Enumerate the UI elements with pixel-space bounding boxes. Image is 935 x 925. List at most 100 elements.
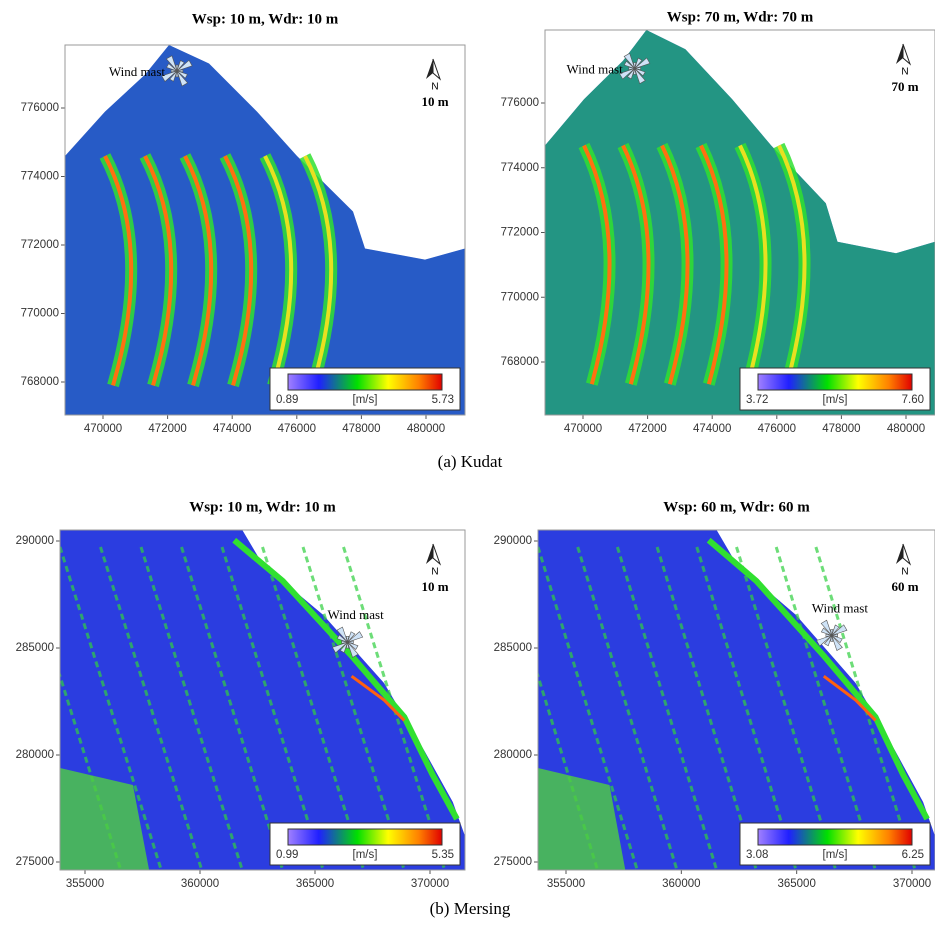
north-label: N [431, 82, 438, 93]
north-label: N [901, 67, 908, 78]
ridge [695, 546, 798, 870]
height-label: 10 m [421, 94, 448, 109]
wind-rose-petal [176, 60, 185, 72]
panel-title: Wsp: 70 m, Wdr: 70 m [667, 9, 814, 25]
y-tick-label: 275000 [494, 856, 532, 868]
north-arrow [896, 544, 903, 564]
y-tick-label: 772000 [501, 227, 539, 239]
x-tick-label: 476000 [278, 423, 316, 435]
x-tick-label: 370000 [893, 878, 931, 890]
ridge [655, 546, 758, 870]
colorbar-unit: [m/s] [353, 394, 378, 406]
wind-mast-label: Wind mast [812, 600, 869, 615]
ridge [301, 546, 406, 870]
ridge-core [621, 144, 651, 385]
wind-rose-petal [825, 633, 832, 637]
y-tick-label: 770000 [21, 308, 59, 320]
wind-rose-petal [339, 642, 348, 654]
ridge [99, 546, 204, 870]
y-tick-label: 774000 [21, 171, 59, 183]
wind-rose-petal [824, 635, 833, 647]
colorbar-unit: [m/s] [823, 394, 848, 406]
wind-rose-petal [816, 635, 832, 647]
x-tick-label: 472000 [628, 423, 666, 435]
colorbar-max: 5.35 [432, 849, 454, 861]
y-tick-label: 290000 [494, 535, 532, 547]
map-panel: Wsp: 70 m, Wdr: 70 m 470000 472000 474000 47… [501, 9, 935, 435]
ridge [60, 546, 163, 870]
wind-rose-petal [628, 66, 635, 71]
north-label: N [431, 567, 438, 578]
x-tick-label: 355000 [66, 878, 104, 890]
x-tick-label: 470000 [84, 423, 122, 435]
colorbar-max: 5.73 [432, 394, 454, 406]
map-panel: Wsp: 60 m, Wdr: 60 m 355000 360000 365000 37… [494, 499, 935, 890]
y-tick-label: 768000 [21, 376, 59, 388]
colorbar-min: 0.89 [276, 394, 298, 406]
wind-mast-label: Wind mast [109, 64, 166, 79]
x-tick-label: 480000 [887, 423, 925, 435]
ridge-core [699, 144, 729, 385]
ridge [342, 546, 447, 870]
panel-title: Wsp: 60 m, Wdr: 60 m [663, 499, 810, 515]
height-label: 70 m [891, 79, 918, 94]
y-tick-label: 285000 [16, 642, 54, 654]
y-tick-label: 776000 [21, 102, 59, 114]
wind-rose-petal [831, 624, 848, 636]
green-area [538, 768, 626, 870]
ridge [735, 546, 838, 870]
y-tick-label: 776000 [501, 97, 539, 109]
x-tick-label: 470000 [564, 423, 602, 435]
height-label: 10 m [421, 579, 448, 594]
wind-rose-petal [623, 52, 635, 69]
wind-rose-petal [175, 64, 179, 71]
x-tick-label: 480000 [407, 423, 445, 435]
wind-rose-petal [634, 57, 651, 69]
wind-rose-petal [634, 68, 646, 85]
wind-rose-petal [634, 68, 646, 77]
y-tick-label: 285000 [494, 642, 532, 654]
colorbar-unit: [m/s] [823, 849, 848, 861]
wind-rose-petal [831, 635, 843, 652]
wind-rose-petal [820, 619, 833, 636]
wind-rose-petal [166, 63, 178, 72]
ridge-core [143, 155, 174, 386]
ridge-core [582, 144, 612, 385]
y-tick-label: 280000 [494, 749, 532, 761]
caption: (a) Kudat [438, 452, 503, 471]
north-arrow [426, 544, 433, 564]
north-label: N [901, 567, 908, 578]
wind-rose-petal [831, 635, 843, 644]
ridge-core [263, 155, 294, 386]
x-tick-label: 478000 [822, 423, 860, 435]
wind-rose-petal [176, 59, 193, 72]
map-frame [537, 529, 935, 871]
y-tick-label: 772000 [21, 239, 59, 251]
x-tick-label: 355000 [547, 878, 585, 890]
north-arrow [896, 44, 903, 64]
wind-rose-petal [633, 68, 637, 75]
wind-rose-petal [623, 60, 635, 69]
north-arrow [432, 543, 442, 566]
map-panel: Wsp: 10 m, Wdr: 10 m 470000 472000 474000 47… [21, 11, 466, 435]
map-image [65, 45, 465, 415]
wind-rose-petal [633, 62, 637, 69]
wind-rose-petal [347, 641, 359, 650]
coast-ridge [706, 537, 930, 821]
map-image [545, 30, 935, 415]
wind-rose-petal [331, 641, 348, 654]
x-tick-label: 474000 [213, 423, 251, 435]
colorbar-unit: [m/s] [353, 849, 378, 861]
colorbar-max: 7.60 [902, 394, 924, 406]
y-tick-label: 275000 [16, 856, 54, 868]
ridge [814, 546, 917, 870]
ridge-core [183, 155, 214, 386]
ridge [220, 546, 325, 870]
wind-rose-petal [345, 642, 350, 649]
x-tick-label: 476000 [758, 423, 796, 435]
hot-ridge [350, 674, 406, 722]
y-tick-label: 774000 [501, 162, 539, 174]
ridge [139, 546, 244, 870]
colorbar-min: 3.72 [746, 394, 768, 406]
